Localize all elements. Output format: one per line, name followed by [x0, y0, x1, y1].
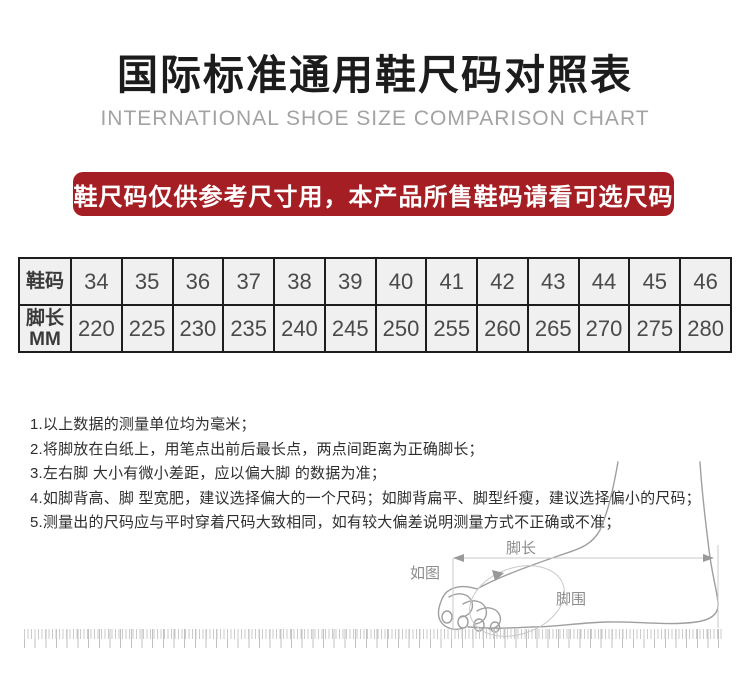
- arrow-left-icon: [453, 554, 464, 562]
- size-cell: 43: [526, 257, 580, 306]
- length-cell: 260: [476, 304, 529, 353]
- size-cell: 40: [374, 257, 428, 306]
- length-cell: 265: [526, 304, 580, 353]
- length-cell: 230: [171, 304, 225, 353]
- size-cell: 37: [222, 257, 276, 306]
- length-row-header: 脚长 MM: [18, 304, 72, 353]
- size-cell: 41: [425, 257, 479, 306]
- label-foot-girth: 脚围: [556, 591, 586, 608]
- length-cell: 240: [273, 304, 326, 353]
- length-cell: 235: [222, 304, 276, 353]
- length-cell: 245: [323, 304, 377, 353]
- size-row-header: 鞋码: [18, 257, 72, 306]
- size-cell: 36: [171, 257, 225, 306]
- table-row-lengths: 脚长 MM 220 225 230 235 240 245 250 255 260 265 270 275…: [18, 304, 732, 353]
- size-cell: 44: [577, 257, 631, 306]
- length-cell: 220: [70, 304, 123, 353]
- arrow-right-icon: [703, 554, 714, 562]
- length-cell: 250: [374, 304, 428, 353]
- note-line: 3.左右脚 大小有微小差距，应以偏大脚 的数据为准；: [30, 465, 387, 482]
- girth-arrow-icon: [492, 570, 504, 581]
- size-cell: 42: [476, 257, 529, 306]
- length-cell: 275: [628, 304, 682, 353]
- label-foot-length: 脚长: [506, 540, 536, 557]
- notice-banner-text: 鞋尺码仅供参考尺寸用，本产品所售鞋码请看可选尺码: [73, 183, 674, 211]
- length-cell: 225: [120, 304, 174, 353]
- size-cell: 45: [628, 257, 682, 306]
- length-cell: 270: [577, 304, 631, 353]
- note-line: 5.测量出的尺码应与平时穿着尺码大致相同，如有较大偏差说明测量方式不正确或不准；: [30, 514, 621, 531]
- size-comparison-table: 鞋码 34 35 36 37 38 39 40 41 42 43 44 45 46 脚长 MM 220 225 2…: [18, 257, 732, 353]
- size-cell: 38: [273, 257, 326, 306]
- ruler-fine-ticks: [24, 629, 724, 639]
- note-line: 4.如脚背高、脚 型宽肥，建议选择偏大的一个尺码；如脚背扁平、脚型纤瘦，建议选择…: [30, 489, 701, 507]
- page-title: 国际标准通用鞋尺码对照表: [117, 52, 633, 98]
- ruler: [24, 629, 724, 648]
- size-cell: 39: [323, 257, 377, 306]
- label-as-shown: 如图: [410, 565, 440, 582]
- notes-list: 1.以上数据的测量单位均为毫米； 2.将脚放在白纸上，用笔点出前后最长点，两点间距…: [30, 413, 730, 536]
- size-cell: 46: [679, 257, 732, 306]
- notice-banner: 鞋尺码仅供参考尺寸用，本产品所售鞋码请看可选尺码: [73, 172, 674, 216]
- page-subtitle: INTERNATIONAL SHOE SIZE COMPARISON CHART: [100, 107, 650, 130]
- size-cell: 34: [70, 257, 123, 306]
- table-row-sizes: 鞋码 34 35 36 37 38 39 40 41 42 43 44 45 46: [18, 257, 732, 306]
- size-cell: 35: [120, 257, 174, 306]
- note-line: 2.将脚放在白纸上，用笔点出前后最长点，两点间距离为正确脚长；: [30, 440, 484, 458]
- note-line: 1.以上数据的测量单位均为毫米；: [30, 416, 256, 433]
- length-cell: 280: [679, 304, 732, 353]
- length-cell: 255: [425, 304, 479, 353]
